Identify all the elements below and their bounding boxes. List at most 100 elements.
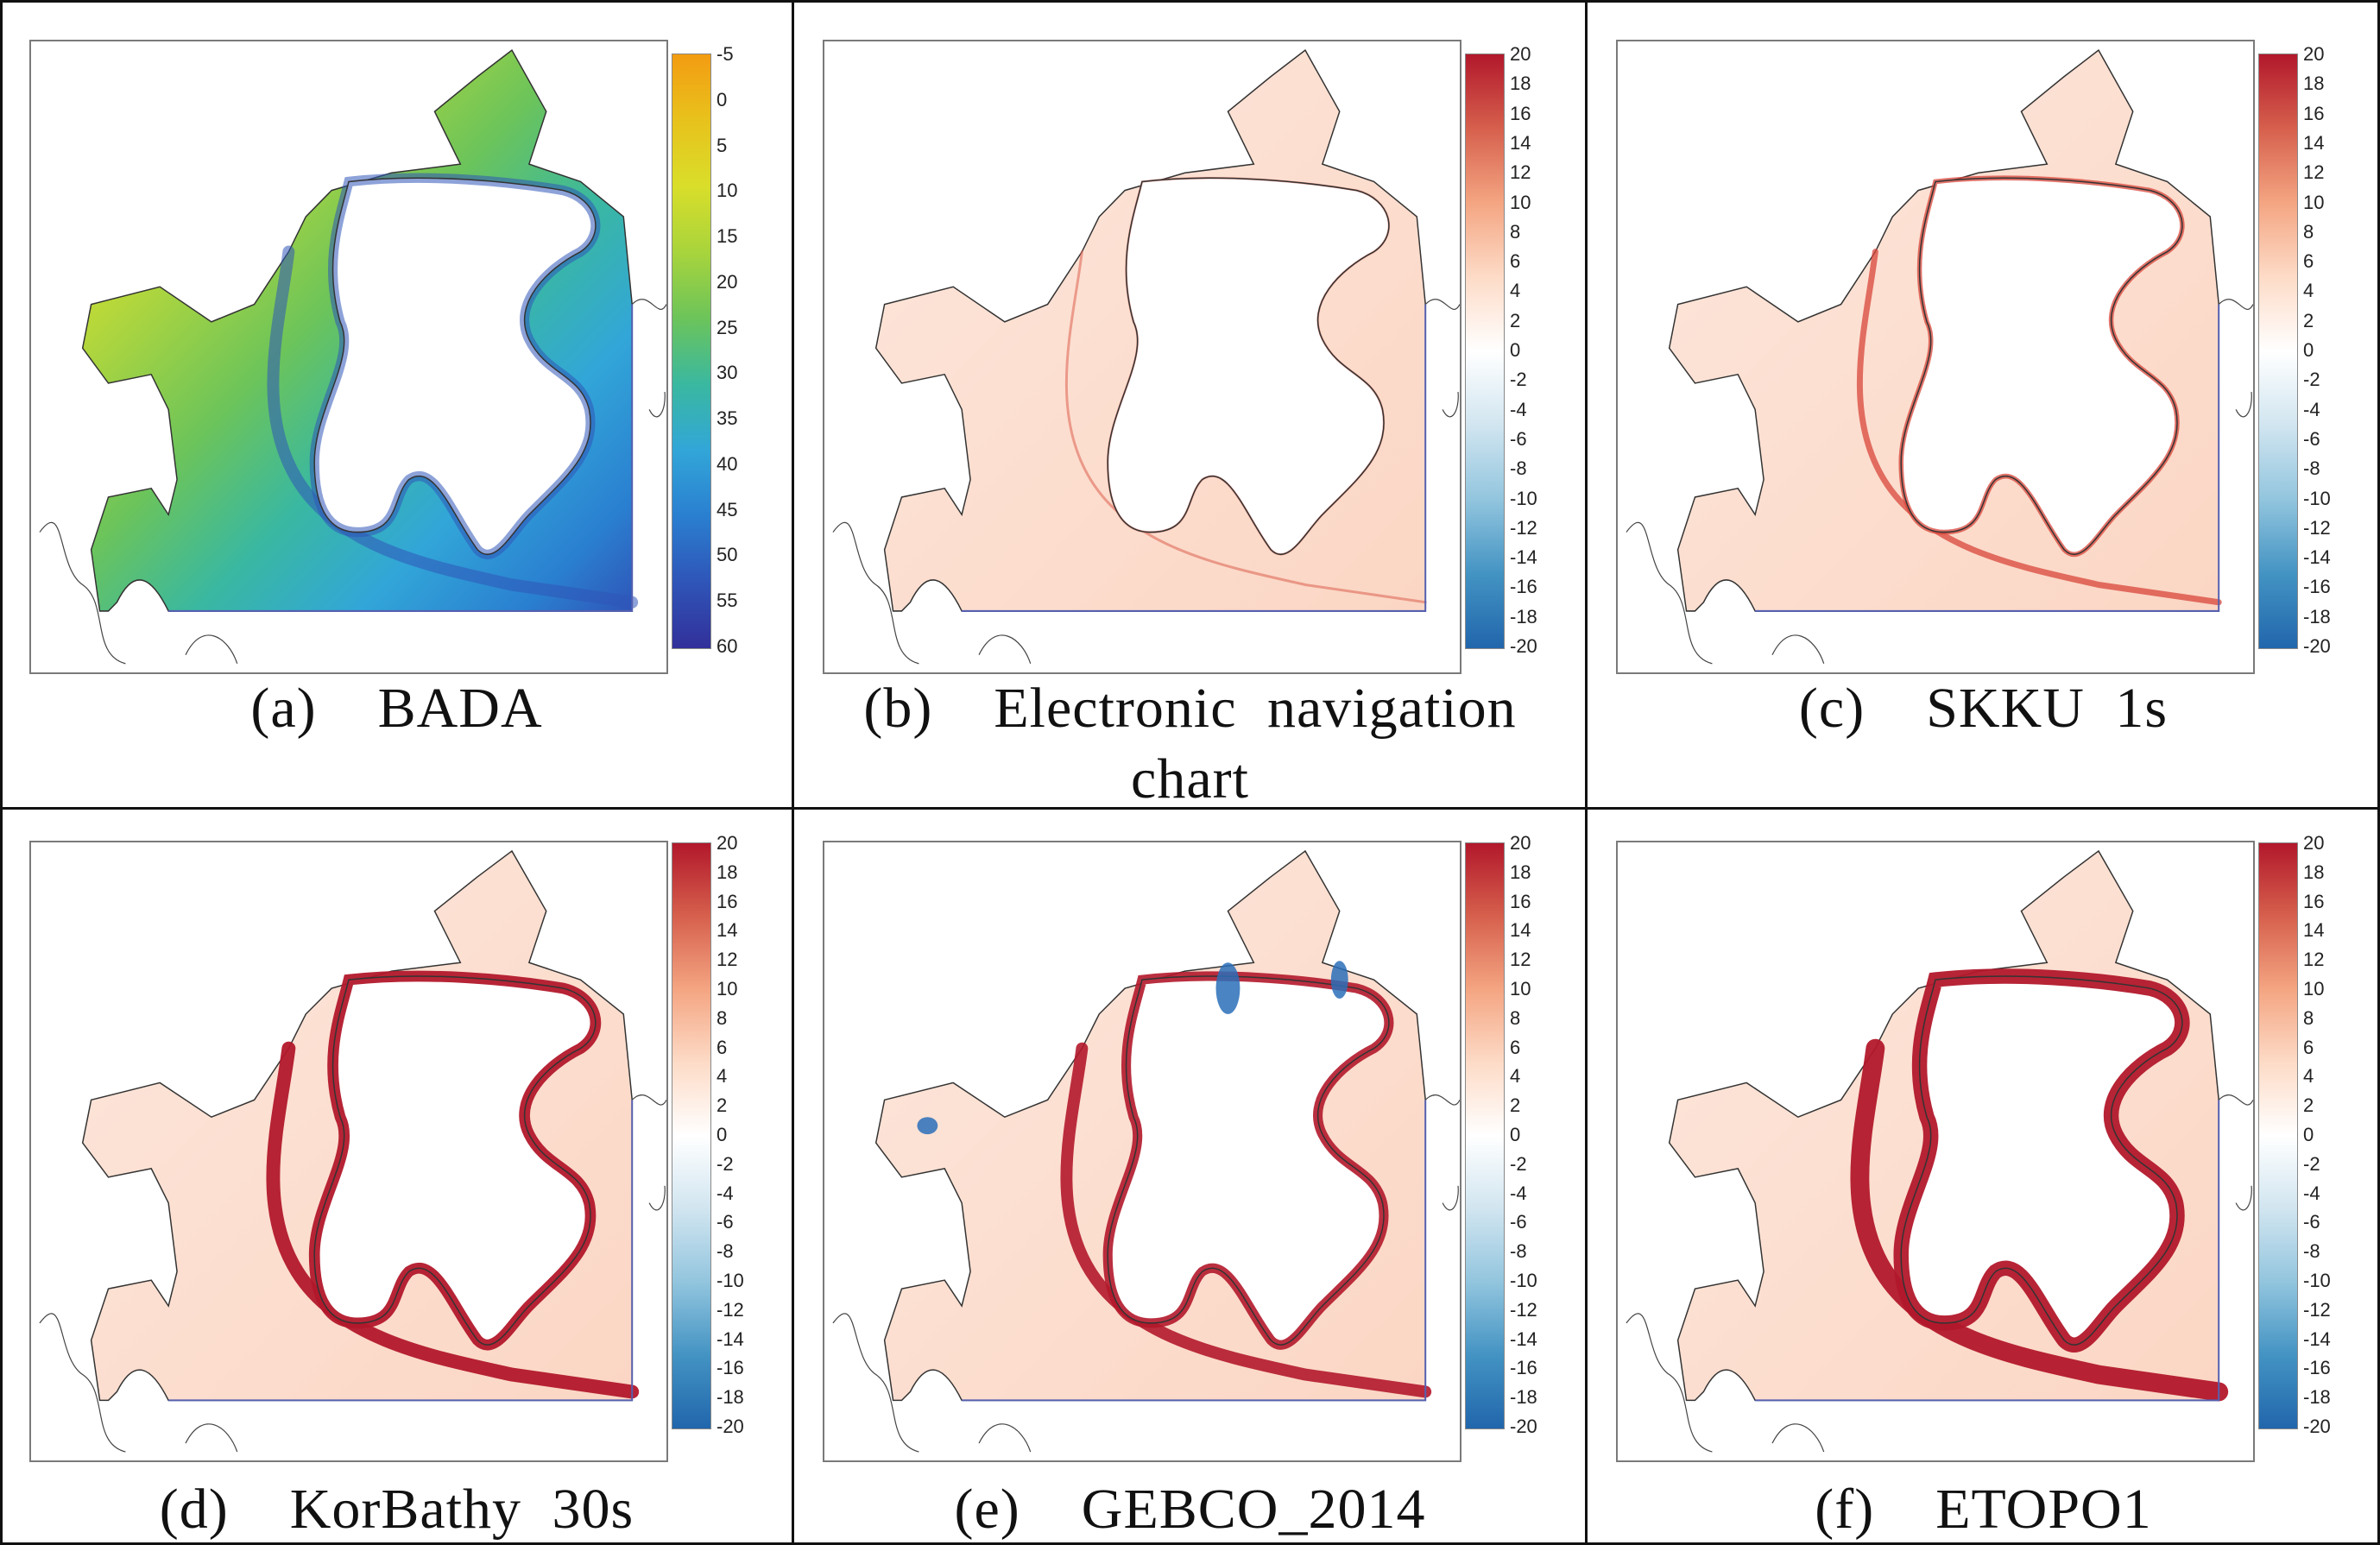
- colorbar-tick-label: 2: [2303, 309, 2314, 331]
- panel-e: 20 18 16 14 12 10 8 6 4 2 0 -2 -4 -6 -8 -10 -12 -14 -16 -18…: [793, 810, 1587, 1545]
- colorbar-tick-label: -20: [2303, 635, 2331, 657]
- colorbar-tick-label: -6: [1510, 1211, 1527, 1233]
- colorbar-tick-label: 12: [1510, 949, 1531, 971]
- colorbar: [672, 842, 711, 1429]
- colorbar-tick-label: -2: [2303, 369, 2320, 391]
- outer-coastline: [832, 1094, 1460, 1453]
- colorbar-tick-label: -14: [717, 1327, 744, 1350]
- colorbar-tick-label: 12: [2303, 949, 2325, 971]
- colorbar: [672, 54, 711, 649]
- colorbar-tick-label: 20: [1510, 43, 1531, 65]
- map-e: [832, 849, 1460, 1453]
- colorbar-tick-label: -10: [2303, 1270, 2331, 1291]
- island-coastline: [1107, 177, 1390, 556]
- colorbar-tick-label: 15: [717, 225, 738, 248]
- island-coastline: [313, 975, 597, 1346]
- map-b: [832, 49, 1460, 665]
- colorbar-tick-label: -16: [2303, 576, 2331, 598]
- colorbar-tick-label: -4: [1510, 398, 1527, 420]
- colorbar-tick-label: 18: [2303, 861, 2325, 883]
- negative-diff-patch: [1215, 962, 1241, 1014]
- colorbar-ticks: -5 0 5 10 15 20 25 30 35 40 45 50 55 60: [717, 45, 777, 656]
- panel-label: (e): [954, 1478, 1020, 1541]
- colorbar-tick-label: 18: [717, 861, 738, 883]
- colorbar-tick-label: 2: [1510, 1094, 1521, 1117]
- channel-band: [1064, 250, 1427, 604]
- colorbar-tick-label: 10: [2303, 191, 2325, 213]
- colorbar-tick-label: 4: [1510, 1065, 1521, 1088]
- colorbar-tick-label: 8: [2303, 1006, 2314, 1029]
- colorbar: [2258, 842, 2298, 1429]
- colorbar-tick-label: -6: [1510, 427, 1527, 450]
- colorbar-tick-label: 20: [2303, 832, 2325, 854]
- colorbar-tick-label: -2: [1510, 1152, 1527, 1175]
- colorbar-tick-label: -8: [2303, 1240, 2320, 1263]
- outer-coastline: [39, 299, 666, 665]
- colorbar-tick-label: 16: [1510, 890, 1531, 912]
- colorbar-tick-label: -16: [1510, 576, 1537, 598]
- colorbar-tick-label: 18: [1510, 861, 1531, 883]
- colorbar-tick-label: -18: [2303, 1386, 2331, 1409]
- colorbar-tick-label: 0: [2303, 339, 2314, 361]
- figure-grid-line: [0, 807, 2380, 810]
- colorbar-tick-label: -6: [717, 1211, 734, 1233]
- colorbar-tick-label: 30: [717, 362, 738, 384]
- colorbar-tick-label: -4: [1510, 1182, 1527, 1204]
- colorbar-ticks: 20 18 16 14 12 10 8 6 4 2 0 -2 -4 -6 -8 -10 -12 -14 -16 -18…: [1510, 834, 1570, 1436]
- colorbar-tick-label: 16: [717, 890, 738, 912]
- figure-grid-line: [792, 0, 794, 1545]
- panel-title: BADA: [377, 677, 543, 740]
- colorbar-tick-label: 14: [2303, 131, 2325, 154]
- panel-b: 20 18 16 14 12 10 8 6 4 2 0 -2 -4 -6 -8 -10 -12 -14 -16 -18…: [793, 0, 1587, 810]
- colorbar-tick-label: -20: [2303, 1416, 2331, 1437]
- colorbar-tick-label: 12: [1510, 161, 1531, 184]
- domain-boundary: [168, 1100, 634, 1402]
- colorbar-tick-label: 6: [2303, 1036, 2314, 1058]
- colorbar-tick-label: 8: [717, 1006, 728, 1029]
- colorbar-tick-label: 14: [2303, 919, 2325, 942]
- map-frame: [29, 40, 668, 674]
- domain-boundary: [1755, 304, 2220, 612]
- colorbar-tick-label: -8: [717, 1240, 734, 1263]
- panel-title: GEBCO_2014: [1081, 1478, 1426, 1541]
- colorbar-tick-label: 2: [717, 1094, 728, 1117]
- channel-band: [267, 245, 639, 609]
- colorbar-tick-label: -8: [1510, 457, 1527, 480]
- map-f: [1626, 849, 2253, 1453]
- colorbar-tick-label: 8: [2303, 220, 2314, 243]
- colorbar-tick-label: 16: [1510, 102, 1531, 124]
- channel-band: [1850, 1038, 2229, 1402]
- panel-caption: (b) Electronic navigation chart: [793, 673, 1587, 815]
- island-land: [1893, 968, 2190, 1353]
- colorbar-tick-label: 14: [1510, 131, 1531, 154]
- colorbar-tick-label: 16: [2303, 102, 2325, 124]
- channel-band: [1060, 1042, 1432, 1398]
- colorbar-tick-label: 0: [1510, 1124, 1521, 1145]
- colorbar-tick-label: -18: [2303, 605, 2331, 627]
- colorbar-tick-label: -5: [717, 43, 734, 65]
- colorbar-tick-label: -16: [2303, 1357, 2331, 1379]
- domain-boundary: [1755, 1100, 2220, 1402]
- panel-title: SKKU 1s: [1926, 677, 2169, 740]
- colorbar-tick-label: -4: [2303, 398, 2320, 420]
- colorbar-tick-label: -10: [1510, 487, 1537, 509]
- colorbar-tick-label: 20: [717, 832, 738, 854]
- colorbar-tick-label: -10: [717, 1270, 744, 1291]
- colorbar-tick-label: -2: [717, 1152, 734, 1175]
- channel-band: [266, 1041, 640, 1399]
- map-c: [1626, 49, 2253, 665]
- colorbar-tick-label: 6: [2303, 250, 2314, 273]
- colorbar-tick-label: 14: [1510, 919, 1531, 942]
- colorbar-tick-label: 10: [2303, 978, 2325, 1000]
- panel-label: (d): [159, 1478, 229, 1541]
- map-a: [39, 49, 666, 665]
- colorbar-tick-label: 50: [717, 544, 738, 566]
- negative-diff-patch: [917, 1117, 938, 1135]
- colorbar-tick-label: -10: [2303, 487, 2331, 509]
- colorbar-tick-label: -4: [717, 1182, 734, 1204]
- colorbar-tick-label: 20: [1510, 832, 1531, 854]
- figure-grid-line: [0, 1542, 2380, 1545]
- panel-d: 20 18 16 14 12 10 8 6 4 2 0 -2 -4 -6 -8 -10 -12 -14 -16 -18…: [0, 810, 793, 1545]
- colorbar-tick-label: 5: [717, 134, 728, 156]
